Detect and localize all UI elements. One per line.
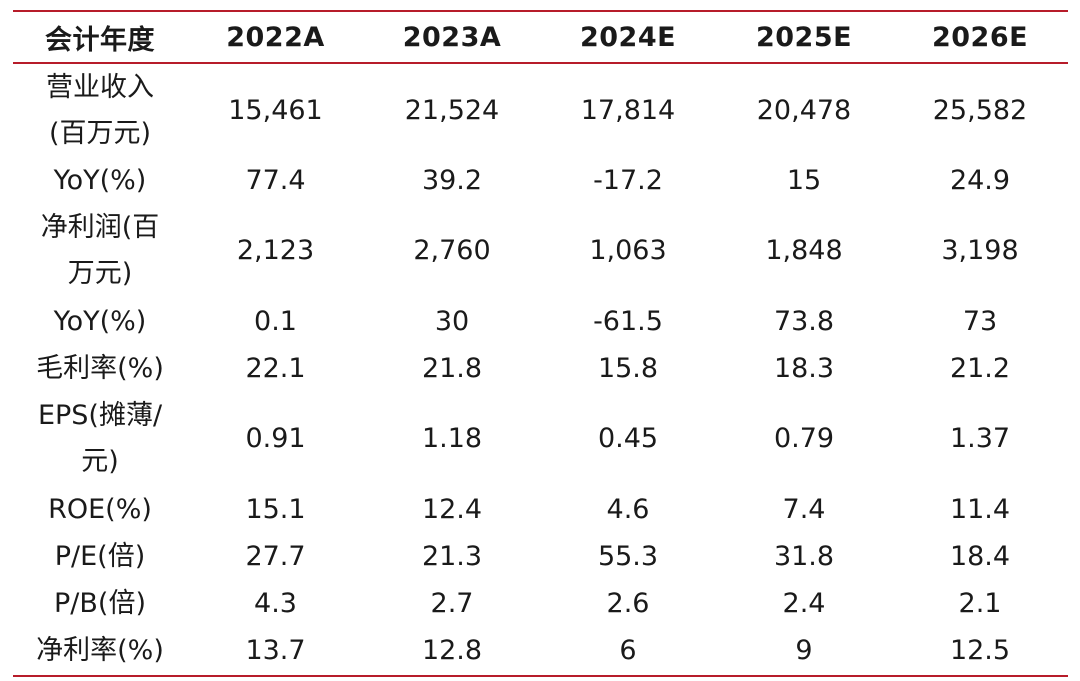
- table-row-pb: P/B(倍) 4.3 2.7 2.6 2.4 2.1: [13, 580, 1068, 627]
- label-line-1: 营业收入: [46, 71, 154, 103]
- header-fiscal-year: 会计年度: [45, 24, 155, 56]
- table-cell: 15.1: [245, 493, 306, 525]
- table-row-gross-margin: 毛利率(%) 22.1 21.8 15.8 18.3 21.2: [13, 345, 1068, 392]
- table-cell: 0.45: [597, 423, 659, 454]
- table-cell: 21.8: [421, 352, 483, 384]
- table-cell: 12.8: [421, 635, 483, 666]
- table-header-row: 会计年度 2022A 2023A 2024E 2025E 2026E: [13, 11, 1068, 63]
- table-cell: 2.6: [606, 587, 650, 619]
- table-cell: 15.8: [597, 352, 659, 384]
- table-cell: 27.7: [245, 540, 306, 572]
- table-cell: 1,063: [589, 235, 667, 266]
- table-cell: 11.4: [949, 493, 1011, 525]
- table-cell: 21.2: [949, 352, 1011, 384]
- row-label: P/E(倍): [54, 540, 146, 572]
- label-line-1: 净利润(百: [40, 212, 160, 243]
- table-cell: 77.4: [245, 164, 306, 196]
- table-cell: 1.18: [421, 423, 483, 454]
- table-cell: 21.3: [421, 540, 483, 572]
- table-cell: 4.3: [254, 587, 297, 619]
- table-row-net-profit-yoy: YoY(%) 0.1 30 -61.5 73.8 73: [13, 298, 1068, 345]
- row-label: ROE(%): [48, 493, 152, 525]
- table-cell: 18.4: [949, 540, 1011, 572]
- table-cell: 12.5: [949, 635, 1011, 666]
- table-cell: 30: [434, 305, 470, 337]
- row-label: YoY(%): [53, 305, 147, 337]
- table-row-revenue-yoy: YoY(%) 77.4 39.2 -17.2 15 24.9: [13, 157, 1068, 204]
- table-cell: 17,814: [580, 94, 676, 126]
- row-label: 营业收入 (百万元): [13, 63, 187, 157]
- table-cell: 0.1: [254, 305, 297, 337]
- table-cell: 12.4: [421, 493, 483, 525]
- table-cell: 55.3: [597, 540, 659, 572]
- table-cell: 2,123: [236, 235, 315, 266]
- table-cell: 1,848: [765, 235, 843, 266]
- table-cell: 9: [795, 635, 813, 666]
- table-cell: 25,582: [932, 94, 1028, 126]
- table-cell: 7.4: [782, 493, 826, 525]
- table-cell: 18.3: [773, 352, 835, 384]
- table-cell: 22.1: [245, 352, 306, 384]
- table-cell: 31.8: [773, 540, 835, 572]
- header-2025e: 2025E: [755, 21, 853, 53]
- table-row-roe: ROE(%) 15.1 12.4 4.6 7.4 11.4: [13, 486, 1068, 533]
- header-2023a: 2023A: [402, 21, 502, 53]
- row-label: 净利率(%): [36, 635, 164, 666]
- label-line-2: 元): [81, 446, 119, 477]
- label-line-2: 万元): [67, 258, 133, 289]
- header-2026e: 2026E: [931, 21, 1029, 53]
- table-cell: 39.2: [421, 164, 483, 196]
- table-cell: 2.4: [782, 587, 826, 619]
- table-row-net-profit: 净利润(百 万元) 2,123 2,760 1,063 1,848 3,198: [13, 204, 1068, 298]
- row-label: 净利润(百 万元): [13, 204, 187, 298]
- row-label: P/B(倍): [54, 587, 146, 619]
- table-cell: 1.37: [949, 423, 1011, 454]
- table-row-revenue: 营业收入 (百万元) 15,461 21,524 17,814 20,478 2…: [13, 63, 1068, 157]
- table-cell: 0.91: [245, 423, 306, 454]
- table-cell: 2,760: [413, 235, 491, 266]
- header-2022a: 2022A: [226, 21, 325, 53]
- financial-forecast-table: 会计年度 2022A 2023A 2024E 2025E 2026E 营业收入 …: [13, 10, 1068, 677]
- table-cell: -17.2: [593, 164, 663, 196]
- label-line-1: EPS(摊薄/: [37, 400, 163, 431]
- table-cell: 73.8: [773, 305, 835, 337]
- table-cell: 3,198: [941, 235, 1019, 266]
- header-2024e: 2024E: [579, 21, 677, 53]
- table-cell: 0.79: [773, 423, 835, 454]
- row-label: 毛利率(%): [36, 352, 164, 384]
- table-row-pe: P/E(倍) 27.7 21.3 55.3 31.8 18.4: [13, 533, 1068, 580]
- table-cell: 13.7: [245, 635, 306, 666]
- table-cell: 20,478: [756, 94, 852, 126]
- table-cell: -61.5: [593, 305, 663, 337]
- row-label: EPS(摊薄/ 元): [13, 392, 187, 486]
- table-cell: 24.9: [949, 164, 1011, 196]
- row-label: YoY(%): [53, 164, 147, 196]
- table-cell: 6: [619, 635, 637, 666]
- table-cell: 73: [962, 305, 998, 337]
- table-cell: 21,524: [404, 94, 500, 126]
- table-cell: 2.1: [958, 587, 1002, 619]
- table-cell: 15,461: [228, 94, 323, 126]
- table-row-eps: EPS(摊薄/ 元) 0.91 1.18 0.45 0.79 1.37: [13, 392, 1068, 486]
- table-cell: 15: [786, 164, 822, 196]
- table-row-net-margin: 净利率(%) 13.7 12.8 6 9 12.5: [13, 627, 1068, 676]
- label-line-2: (百万元): [48, 117, 152, 149]
- table-cell: 4.6: [606, 493, 650, 525]
- table-cell: 2.7: [430, 587, 474, 619]
